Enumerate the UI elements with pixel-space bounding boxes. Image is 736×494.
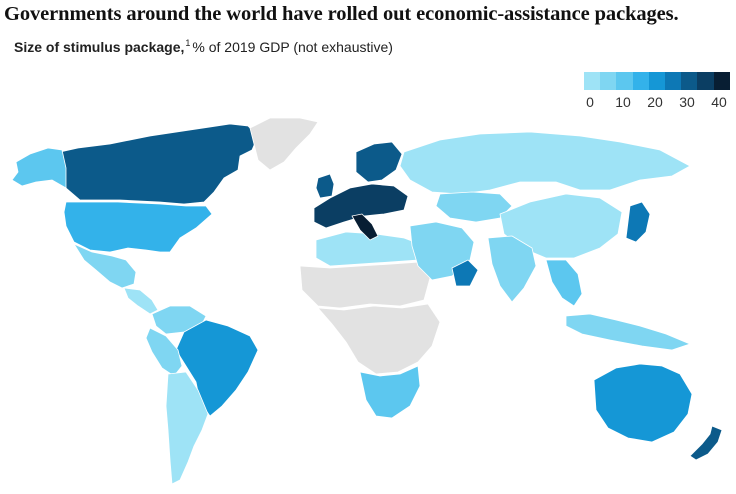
region-united-states[interactable]: United States — [63, 201, 213, 253]
subtitle-rest: % of 2019 GDP (not exhaustive) — [192, 39, 393, 55]
region-western-europe[interactable]: Western Europe — [313, 183, 409, 229]
region-southern-africa[interactable]: Southern Africa — [359, 365, 421, 419]
region-sahara[interactable]: Sahara — [299, 261, 431, 309]
region-canada[interactable]: Canada — [59, 123, 259, 205]
region-greenland[interactable]: Greenland — [249, 117, 319, 171]
region-southeast-asia[interactable]: Southeast Asia — [545, 259, 583, 307]
legend-swatch — [616, 72, 633, 90]
legend-color-scale — [584, 72, 730, 90]
legend-swatch — [664, 72, 682, 90]
legend-tick-30: 30 — [679, 94, 695, 110]
region-russia[interactable]: Russia — [399, 131, 691, 195]
legend-tick-20: 20 — [647, 94, 663, 110]
region-scandinavia[interactable]: Scandinavia — [355, 141, 403, 183]
region-japan[interactable]: Japan — [625, 201, 651, 243]
legend-tick-0: 0 — [586, 94, 594, 110]
world-map: Canada Alaska Greenland United States Me… — [11, 117, 723, 485]
legend-tick-10: 10 — [615, 94, 631, 110]
legend-swatch — [648, 72, 665, 90]
region-central-america[interactable]: Central America — [123, 287, 159, 315]
legend-tick-40: 40 — [711, 94, 727, 110]
chart-subtitle: Size of stimulus package,1% of 2019 GDP … — [14, 38, 393, 55]
region-oman[interactable]: Oman — [451, 259, 479, 287]
region-india[interactable]: India — [487, 235, 537, 303]
legend-swatch — [697, 72, 714, 90]
region-indonesia[interactable]: Indonesia — [565, 313, 691, 351]
region-australia[interactable]: Australia — [593, 363, 693, 443]
region-mexico[interactable]: Mexico — [73, 243, 137, 289]
region-peru[interactable]: Peru — [145, 327, 183, 377]
footnote-marker: 1 — [185, 38, 191, 48]
region-chile-argentina[interactable]: Chile & Argentina — [165, 371, 209, 485]
subtitle-bold: Size of stimulus package, — [14, 39, 185, 55]
legend-swatch — [681, 72, 698, 90]
region-central-africa[interactable]: Central Africa — [317, 303, 441, 375]
legend-swatch — [713, 72, 730, 90]
region-united-kingdom[interactable]: United Kingdom — [315, 173, 335, 199]
legend-swatch — [600, 72, 617, 90]
color-legend: 0 10 20 30 40 — [584, 72, 730, 112]
chart-title: Governments around the world have rolled… — [4, 3, 679, 25]
region-kazakhstan[interactable]: Kazakhstan — [435, 191, 513, 223]
region-new-zealand[interactable]: New Zealand — [689, 425, 723, 461]
region-brazil[interactable]: Brazil — [175, 319, 259, 417]
region-alaska[interactable]: Alaska — [11, 147, 67, 189]
region-italy[interactable]: Italy — [351, 213, 379, 241]
legend-swatch — [584, 72, 601, 90]
legend-swatch — [632, 72, 649, 90]
